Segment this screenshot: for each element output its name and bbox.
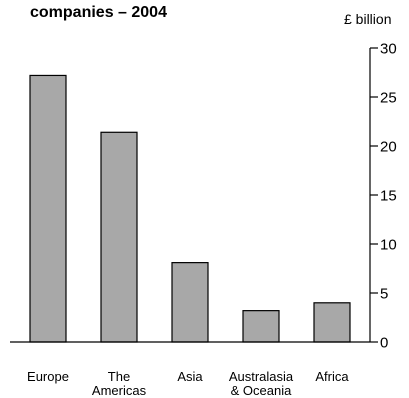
y-tick-label-3: 15 — [380, 188, 397, 205]
bar-4 — [313, 302, 351, 343]
y-tick-label-6: 30 — [380, 41, 397, 58]
y-tick-label-5: 25 — [380, 90, 397, 107]
bar-1 — [100, 131, 138, 343]
bars-group — [29, 74, 351, 343]
bar-2 — [171, 262, 209, 343]
chart-title: companies – 2004 — [30, 4, 167, 21]
category-label-1: The — [108, 369, 130, 384]
y-tick-label-2: 10 — [380, 237, 397, 254]
bar-0 — [29, 74, 67, 343]
y-tick-label-0: 0 — [380, 335, 388, 352]
category-label-3: Australasia — [229, 369, 294, 384]
category-label-0: Europe — [27, 369, 69, 384]
unit-label: £ billion — [344, 11, 391, 27]
bar-3 — [242, 310, 280, 343]
y-tick-label-1: 5 — [380, 286, 388, 303]
y-axis: 0 5 10 15 20 25 30 — [10, 41, 397, 352]
category-label-3-line2: & Oceania — [231, 383, 292, 398]
category-label-4: Africa — [315, 369, 349, 384]
y-tick-label-4: 20 — [380, 139, 397, 156]
category-label-1-line2: Americas — [92, 383, 147, 398]
category-label-2: Asia — [177, 369, 203, 384]
